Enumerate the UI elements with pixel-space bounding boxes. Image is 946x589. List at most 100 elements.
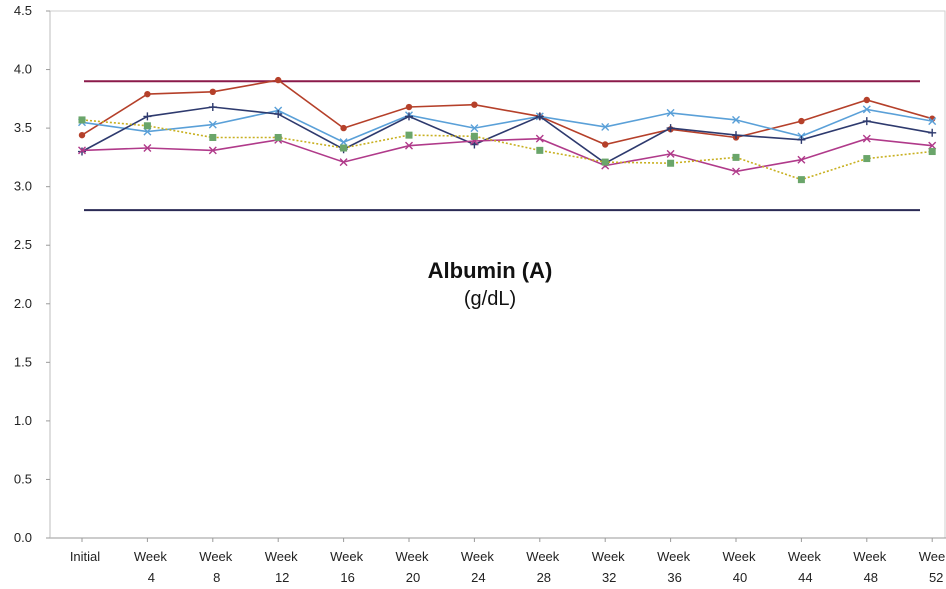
- x-tick-label-number: 44: [798, 570, 812, 585]
- y-tick-label: 3.0: [14, 179, 32, 194]
- x-tick-label: Week: [396, 549, 429, 564]
- chart-title: Albumin (A): [428, 258, 553, 283]
- x-tick-label: Week: [657, 549, 690, 564]
- data-point: [863, 96, 870, 104]
- data-point: [732, 153, 740, 161]
- data-point: [275, 76, 282, 84]
- x-tick-label-number: 48: [864, 570, 878, 585]
- x-tick-label-number: 24: [471, 570, 485, 585]
- data-point: [536, 146, 544, 154]
- x-tick-label-number: 8: [213, 570, 220, 585]
- data-point: [274, 133, 282, 141]
- series-line-5: [81, 119, 933, 181]
- x-tick-label-number: 20: [406, 570, 420, 585]
- data-point: [666, 149, 675, 158]
- data-point: [797, 135, 806, 144]
- data-point: [732, 131, 740, 140]
- x-tick-label-number: 28: [537, 570, 551, 585]
- x-tick-label: Week: [134, 549, 167, 564]
- data-point: [405, 103, 413, 111]
- data-point: [405, 112, 413, 121]
- series-line-1: [81, 79, 933, 146]
- data-point: [143, 127, 152, 136]
- data-point: [862, 134, 871, 143]
- data-point: [340, 124, 347, 132]
- data-point: [471, 101, 478, 108]
- x-tick-label: Week: [919, 549, 946, 564]
- data-point: [405, 131, 413, 139]
- y-tick-label: 2.0: [14, 296, 32, 311]
- data-point: [535, 134, 544, 143]
- x-tick-label: Week: [592, 549, 625, 564]
- data-point: [78, 116, 86, 124]
- data-point: [535, 112, 544, 121]
- data-point: [928, 117, 937, 126]
- x-tick-label: Week: [788, 549, 821, 564]
- y-tick-label: 0.0: [14, 530, 32, 545]
- chart-subtitle: (g/dL): [464, 288, 516, 310]
- data-point: [863, 155, 871, 163]
- data-point: [666, 124, 675, 133]
- x-tick-label: Initial: [70, 549, 100, 564]
- data-point: [732, 115, 740, 124]
- y-tick-label: 2.5: [14, 237, 32, 252]
- x-tick-label: Week: [526, 549, 559, 564]
- data-point: [405, 141, 413, 150]
- data-point: [208, 146, 217, 155]
- data-point: [209, 88, 216, 96]
- data-point: [143, 112, 152, 121]
- x-tick-label-number: 4: [148, 570, 155, 585]
- data-point: [339, 158, 348, 167]
- x-tick-label: Week: [330, 549, 363, 564]
- data-point: [78, 147, 86, 156]
- data-point: [208, 120, 217, 129]
- data-point: [862, 117, 871, 126]
- x-tick-label: Week: [461, 549, 494, 564]
- y-tick-label: 0.5: [14, 471, 32, 486]
- data-point: [208, 103, 217, 112]
- data-point: [602, 141, 609, 148]
- data-point: [78, 131, 86, 139]
- data-point: [797, 176, 805, 184]
- data-point: [340, 144, 348, 152]
- x-tick-label-number: 52: [929, 570, 943, 585]
- x-tick-label-number: 16: [340, 570, 354, 585]
- data-point: [797, 155, 806, 164]
- y-tick-label: 1.0: [14, 413, 32, 428]
- data-point: [928, 148, 936, 156]
- data-point: [144, 90, 151, 98]
- x-tick-label-number: 32: [602, 570, 616, 585]
- data-point: [928, 141, 937, 150]
- data-point: [667, 159, 675, 167]
- x-tick-label-number: 40: [733, 570, 747, 585]
- data-point: [209, 133, 217, 141]
- data-point: [274, 110, 283, 119]
- data-point: [732, 167, 740, 176]
- y-tick-label: 1.5: [14, 354, 32, 369]
- series-line-4: [81, 137, 933, 173]
- data-point: [470, 132, 478, 140]
- data-point: [666, 108, 675, 117]
- data-point: [862, 105, 871, 114]
- data-point: [143, 144, 152, 153]
- data-point: [143, 122, 151, 130]
- x-tick-label: Week: [723, 549, 756, 564]
- data-point: [928, 128, 937, 137]
- series-line-3: [81, 106, 933, 165]
- x-tick-label: Week: [199, 549, 232, 564]
- y-tick-label: 4.0: [14, 62, 32, 77]
- data-point: [798, 117, 805, 125]
- data-point: [601, 158, 609, 166]
- data-point: [470, 124, 479, 133]
- y-tick-label: 4.5: [14, 3, 32, 18]
- x-tick-label-number: 36: [667, 570, 681, 585]
- series-line-2: [81, 108, 933, 144]
- x-tick-label: Week: [265, 549, 298, 564]
- data-point: [339, 138, 348, 147]
- data-point: [601, 122, 610, 131]
- y-tick-label: 3.5: [14, 120, 32, 135]
- data-point: [78, 146, 86, 155]
- x-tick-label: Week: [853, 549, 886, 564]
